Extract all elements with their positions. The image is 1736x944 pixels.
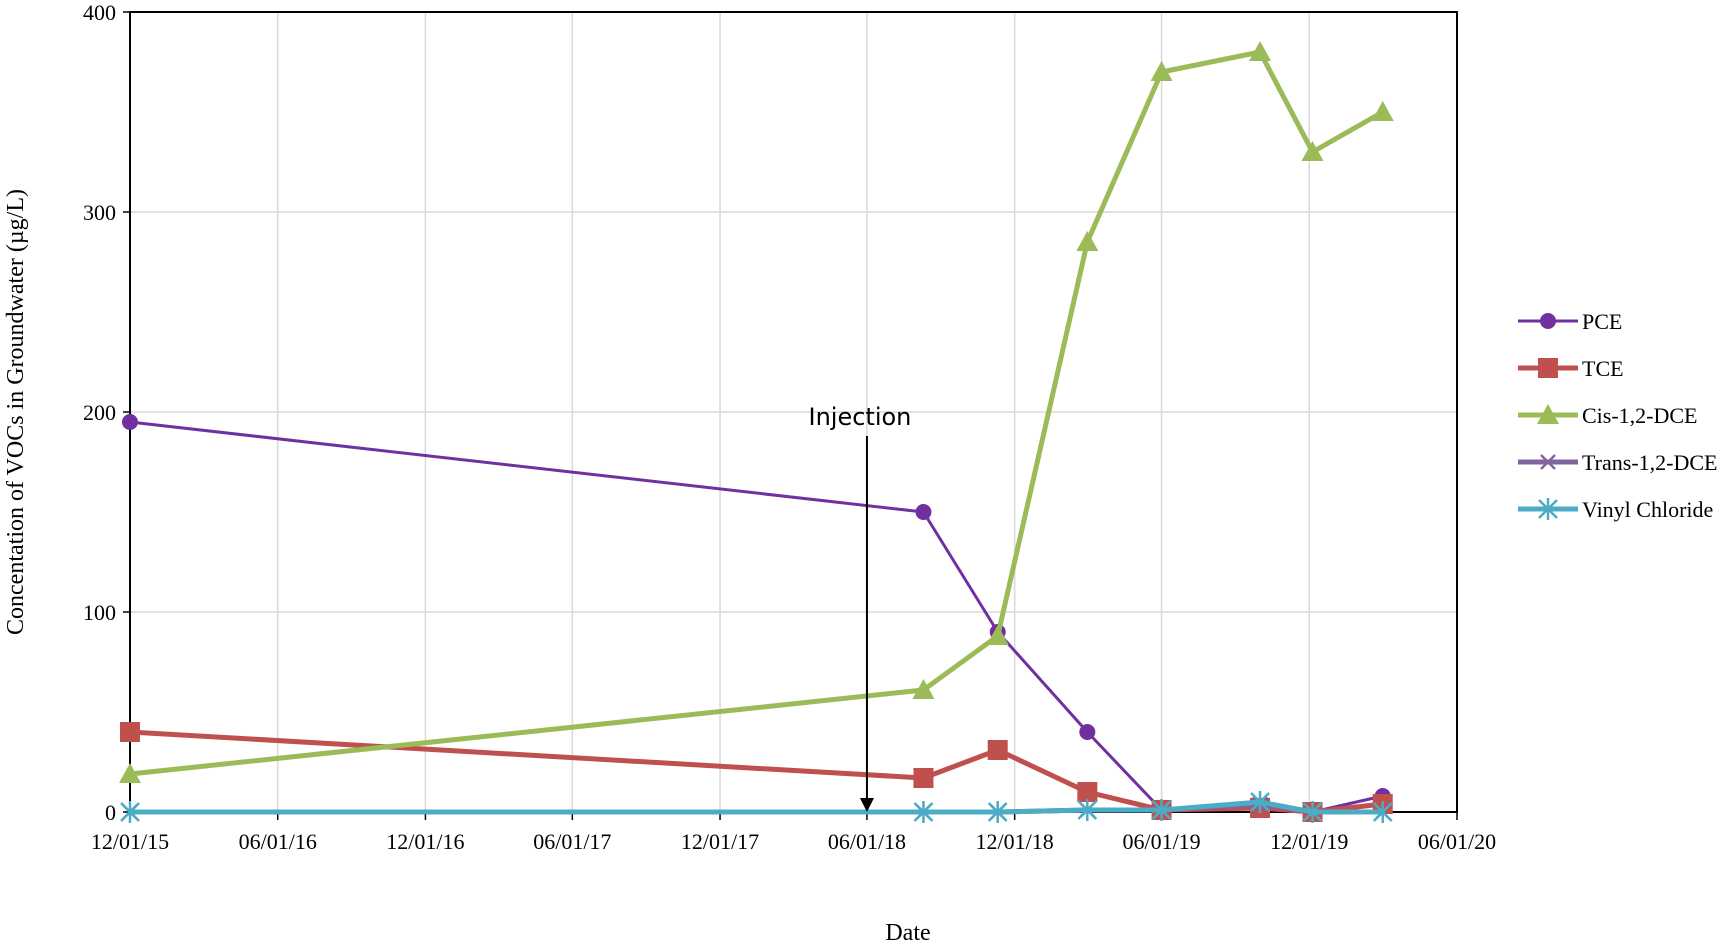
- data-point: [987, 801, 1008, 823]
- injection-label: Injection: [809, 403, 912, 431]
- data-point: [1077, 799, 1098, 821]
- legend: PCE TCE Cis-1,2-DCE Trans-1,2-DCE Vinyl Chlo…: [1518, 309, 1717, 522]
- legend-marker: [1540, 454, 1556, 470]
- x-tick-label: 06/01/16: [239, 829, 317, 854]
- x-tick-label: 12/01/19: [1270, 829, 1348, 854]
- x-tick-label: 06/01/18: [828, 829, 906, 854]
- legend-item: Trans-1,2-DCE: [1518, 450, 1717, 475]
- y-tick-label: 400: [83, 0, 116, 25]
- data-point: [122, 414, 138, 430]
- data-point: [1301, 141, 1324, 161]
- legend-label: PCE: [1582, 309, 1622, 334]
- series-line: [129, 49, 1384, 777]
- data-point: [915, 504, 932, 520]
- data-point: [913, 768, 934, 788]
- data-point: [986, 625, 1009, 645]
- y-tick-label: 100: [83, 600, 116, 625]
- x-tick-label: 12/01/17: [681, 829, 759, 854]
- legend-label: TCE: [1582, 356, 1624, 381]
- legend-marker: [1537, 404, 1559, 424]
- data-point: [120, 801, 140, 823]
- data-point: [1150, 61, 1173, 81]
- data-point: [1249, 41, 1272, 61]
- data-point: [1076, 231, 1099, 251]
- data-point: [120, 722, 140, 742]
- y-tick-label: 300: [83, 200, 116, 225]
- legend-item: TCE: [1518, 356, 1624, 381]
- series-cis-1-2-dce: [119, 41, 1394, 783]
- y-tick-label: 200: [83, 400, 116, 425]
- legend-label: Cis-1,2-DCE: [1582, 403, 1698, 428]
- x-axis-title: Date: [885, 920, 930, 944]
- legend-marker: [1538, 358, 1558, 378]
- data-point: [987, 740, 1008, 760]
- x-tick-label: 12/01/16: [386, 829, 464, 854]
- y-axis-ticks: 0 100 200 300 400: [83, 0, 130, 825]
- data-point: [1079, 724, 1096, 740]
- legend-marker: [1540, 313, 1556, 329]
- data-point: [1250, 791, 1270, 813]
- legend-item: Vinyl Chloride: [1518, 497, 1713, 522]
- series-pce: [122, 414, 1391, 820]
- legend-label: Vinyl Chloride: [1582, 497, 1713, 522]
- series-line: [129, 729, 1384, 815]
- y-tick-label: 0: [105, 800, 116, 825]
- data-point: [1302, 801, 1323, 823]
- legend-item: PCE: [1518, 309, 1622, 334]
- data-point: [1151, 799, 1172, 821]
- legend-item: Cis-1,2-DCE: [1518, 403, 1698, 428]
- x-tick-label: 06/01/19: [1122, 829, 1200, 854]
- data-point: [913, 801, 934, 823]
- injection-annotation: Injection: [809, 403, 912, 812]
- data-point: [912, 679, 935, 699]
- x-tick-label: 12/01/15: [91, 829, 169, 854]
- x-tick-label: 06/01/20: [1418, 829, 1496, 854]
- data-point: [1371, 101, 1394, 121]
- series-layer: [119, 41, 1394, 823]
- legend-label: Trans-1,2-DCE: [1582, 450, 1717, 475]
- data-point: [1372, 801, 1393, 823]
- x-tick-label: 12/01/18: [976, 829, 1054, 854]
- series-line: [130, 799, 1383, 815]
- series-vinyl-chloride: [120, 791, 1393, 823]
- x-tick-label: 06/01/17: [533, 829, 611, 854]
- x-axis-ticks: 12/01/15 06/01/16 12/01/16 06/01/17 12/01/17…: [91, 812, 1496, 854]
- data-point: [1077, 782, 1098, 802]
- data-point: [119, 763, 141, 783]
- legend-marker: [1538, 498, 1558, 520]
- y-axis-title: Concentation of VOCs in Groundwater (µg/…: [3, 189, 29, 635]
- injection-arrow-head: [859, 798, 874, 812]
- gridlines: [129, 11, 1458, 813]
